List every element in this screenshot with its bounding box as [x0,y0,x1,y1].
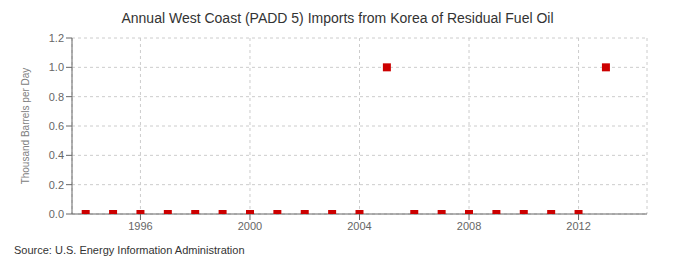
svg-text:0.0: 0.0 [49,208,64,220]
svg-text:2012: 2012 [566,220,590,232]
svg-text:0.2: 0.2 [49,179,64,191]
svg-text:0.6: 0.6 [49,120,64,132]
svg-text:1996: 1996 [128,220,152,232]
svg-text:0.8: 0.8 [49,91,64,103]
svg-text:1.0: 1.0 [49,61,64,73]
svg-text:0.4: 0.4 [49,149,64,161]
svg-text:2000: 2000 [238,220,262,232]
html-text:Annual West Coast (PADD 5) Imp: Annual West Coast (PADD 5) Imports from … [121,10,554,26]
html-text:Source: U.S. Energy Informatio: Source: U.S. Energy Information Administ… [14,244,245,256]
svg-text:2004: 2004 [347,220,371,232]
svg-text:2008: 2008 [457,220,481,232]
svg-text:Thousand Barrels per Day: Thousand Barrels per Day [20,68,31,185]
svg-text:1.2: 1.2 [49,32,64,44]
